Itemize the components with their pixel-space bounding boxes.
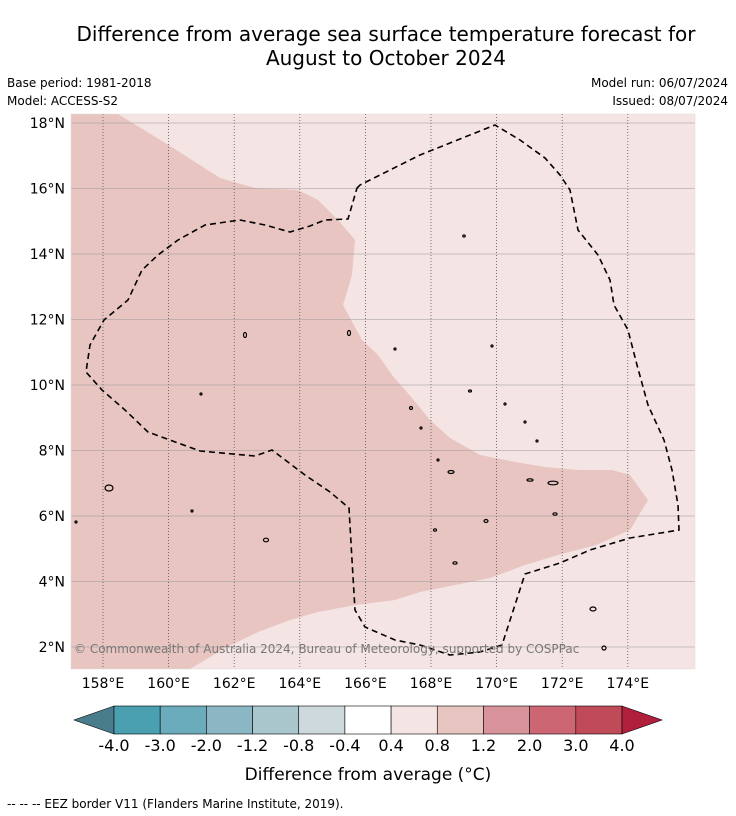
island-outline: [419, 426, 423, 430]
lon-tick-label: 160°E: [147, 676, 190, 692]
colorbar-tick-label: -2.0: [191, 736, 222, 755]
title-line-1: Difference from average sea surface temp…: [76, 22, 696, 46]
island-outline: [601, 645, 607, 651]
island-outline: [483, 518, 489, 524]
lat-tick-label: 8°N: [39, 444, 65, 460]
lon-tick-label: 172°E: [541, 676, 584, 692]
lat-tick-label: 2°N: [39, 640, 65, 656]
title-line-2: August to October 2024: [265, 46, 507, 70]
lat-tick-label: 10°N: [30, 378, 65, 394]
base-period: Base period: 1981-2018: [7, 76, 152, 90]
island-outline: [523, 420, 527, 424]
model-run: Model run: 06/07/2024: [590, 76, 728, 90]
island-outline: [552, 512, 558, 516]
meta-right: Model run: 06/07/2024 Issued: 08/07/2024: [591, 74, 728, 110]
island-outline: [535, 439, 539, 443]
colorbar-segment: [344, 705, 392, 735]
colorbar-title: Difference from average (°C): [245, 765, 492, 785]
island-outline: [436, 458, 440, 462]
meta-left: Base period: 1981-2018 Model: ACCESS-S2: [7, 74, 152, 110]
colorbar-segment: [113, 705, 161, 735]
island-outline: [262, 537, 270, 543]
island-outline: [190, 509, 194, 513]
lon-tick-label: 164°E: [279, 676, 322, 692]
island-outline: [408, 405, 414, 411]
colorbar-tick-label: -4.0: [98, 736, 129, 755]
colorbar-segment: [575, 705, 623, 735]
lat-tick-label: 12°N: [30, 313, 65, 329]
colorbar-segment: [159, 705, 207, 735]
lat-tick-label: 16°N: [30, 182, 65, 198]
colorbar-tick-label: 1.2: [471, 736, 496, 755]
island-outline: [432, 528, 438, 532]
colorbar-tick-label: 3.0: [563, 736, 588, 755]
island-outline: [242, 331, 248, 339]
island-outline: [447, 469, 455, 475]
eez-footnote: -- -- -- EEZ border V11 (Flanders Marine…: [7, 797, 344, 811]
issued-date: Issued: 08/07/2024: [612, 94, 728, 108]
colorbar-tick-label: 0.8: [425, 736, 450, 755]
colorbar-segment: [252, 705, 300, 735]
colorbar-segment: [390, 705, 438, 735]
lat-tick-label: 18°N: [30, 116, 65, 132]
lon-tick-label: 166°E: [344, 676, 387, 692]
island-outline: [199, 392, 203, 396]
model-name: Model: ACCESS-S2: [7, 94, 119, 108]
colorbar-arrow-high: [621, 705, 663, 735]
island-outline: [104, 484, 114, 492]
copyright-watermark: © Commonwealth of Australia 2024, Bureau…: [74, 642, 579, 656]
colorbar-tick-label: -1.2: [237, 736, 268, 755]
lon-tick-label: 170°E: [475, 676, 518, 692]
lat-tick-label: 4°N: [39, 575, 65, 591]
colorbar-tick-label: 0.4: [378, 736, 403, 755]
colorbar-arrow-low: [73, 705, 115, 735]
lat-tick-label: 6°N: [39, 509, 65, 525]
island-outline: [490, 344, 494, 348]
colorbar-segment: [529, 705, 577, 735]
island-outline: [393, 347, 397, 351]
colorbar-segment: [483, 705, 530, 735]
map-title: Difference from average sea surface temp…: [0, 22, 736, 70]
lon-tick-label: 158°E: [82, 676, 125, 692]
island-outline: [589, 606, 597, 612]
island-outline: [503, 402, 507, 406]
island-outline: [452, 561, 458, 565]
eez-border: [85, 124, 680, 656]
map-frame: [70, 113, 696, 670]
colorbar-tick-label: -0.4: [329, 736, 360, 755]
lat-tick-label: 14°N: [30, 247, 65, 263]
anomaly-region-0.8-1.2: [71, 114, 648, 669]
colorbar-tick-label: 2.0: [517, 736, 542, 755]
island-outline: [462, 234, 466, 238]
colorbar-segment: [206, 705, 253, 735]
island-outline: [346, 329, 352, 337]
colorbar-tick-label: 4.0: [609, 736, 634, 755]
colorbar-tick-label: -3.0: [145, 736, 176, 755]
island-outline: [547, 480, 559, 486]
island-outline: [74, 520, 78, 524]
colorbar-tick-label: -0.8: [283, 736, 314, 755]
lon-tick-label: 162°E: [213, 676, 256, 692]
colorbar-segment: [298, 705, 346, 735]
colorbar-segment: [436, 705, 484, 735]
island-outline: [467, 389, 473, 393]
lon-tick-label: 174°E: [607, 676, 650, 692]
lon-tick-label: 168°E: [410, 676, 453, 692]
island-outline: [526, 478, 534, 482]
